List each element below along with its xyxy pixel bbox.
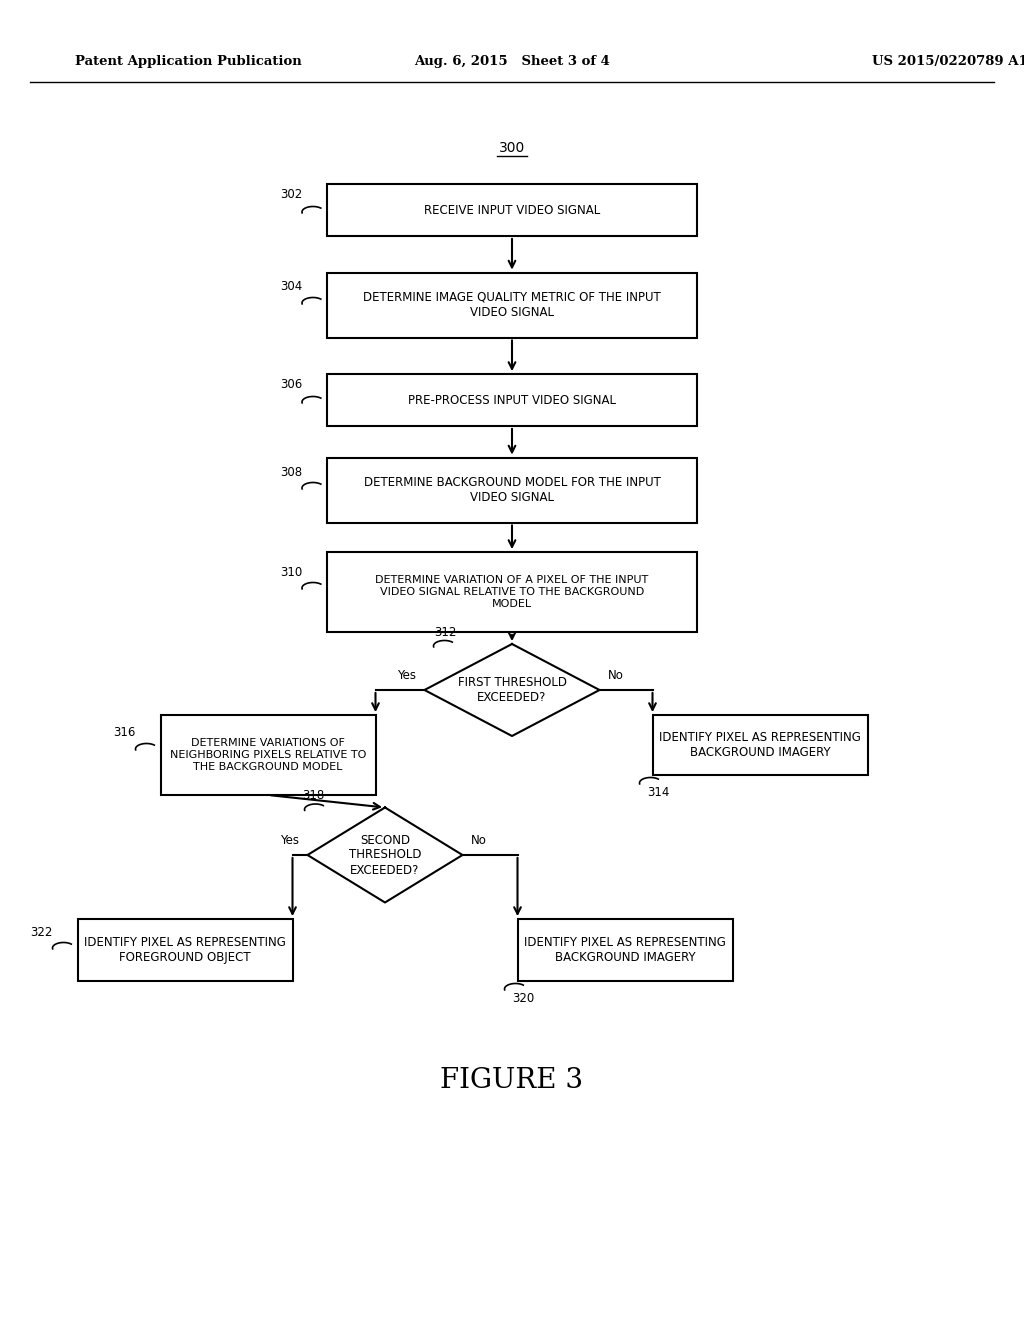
Text: 300: 300: [499, 141, 525, 154]
Bar: [327, 374, 697, 426]
Text: Patent Application Publication: Patent Application Publication: [75, 55, 302, 69]
Bar: [327, 272, 697, 338]
Text: Aug. 6, 2015   Sheet 3 of 4: Aug. 6, 2015 Sheet 3 of 4: [414, 55, 610, 69]
Text: No: No: [607, 669, 624, 682]
Text: 322: 322: [30, 925, 52, 939]
Text: 304: 304: [280, 281, 302, 293]
Bar: [78, 919, 293, 981]
Text: IDENTIFY PIXEL AS REPRESENTING
FOREGROUND OBJECT: IDENTIFY PIXEL AS REPRESENTING FOREGROUN…: [84, 936, 286, 964]
Text: 318: 318: [302, 789, 325, 803]
Text: FIRST THRESHOLD
EXCEEDED?: FIRST THRESHOLD EXCEEDED?: [458, 676, 566, 704]
Text: PRE-PROCESS INPUT VIDEO SIGNAL: PRE-PROCESS INPUT VIDEO SIGNAL: [408, 393, 616, 407]
Bar: [327, 458, 697, 523]
Text: DETERMINE VARIATIONS OF
NEIGHBORING PIXELS RELATIVE TO
THE BACKGROUND MODEL: DETERMINE VARIATIONS OF NEIGHBORING PIXE…: [170, 738, 367, 772]
Text: SECOND
THRESHOLD
EXCEEDED?: SECOND THRESHOLD EXCEEDED?: [349, 833, 421, 876]
Polygon shape: [307, 808, 463, 903]
Text: 306: 306: [280, 379, 302, 392]
Text: 316: 316: [113, 726, 135, 739]
Text: FIGURE 3: FIGURE 3: [440, 1067, 584, 1093]
Text: 308: 308: [280, 466, 302, 479]
Text: 320: 320: [512, 993, 535, 1006]
Text: 302: 302: [280, 189, 302, 202]
Bar: [517, 919, 732, 981]
Text: No: No: [470, 834, 486, 847]
Text: DETERMINE IMAGE QUALITY METRIC OF THE INPUT
VIDEO SIGNAL: DETERMINE IMAGE QUALITY METRIC OF THE IN…: [364, 290, 660, 319]
Text: RECEIVE INPUT VIDEO SIGNAL: RECEIVE INPUT VIDEO SIGNAL: [424, 203, 600, 216]
Text: DETERMINE BACKGROUND MODEL FOR THE INPUT
VIDEO SIGNAL: DETERMINE BACKGROUND MODEL FOR THE INPUT…: [364, 477, 660, 504]
Bar: [652, 715, 867, 775]
Bar: [327, 552, 697, 632]
Text: DETERMINE VARIATION OF A PIXEL OF THE INPUT
VIDEO SIGNAL RELATIVE TO THE BACKGRO: DETERMINE VARIATION OF A PIXEL OF THE IN…: [376, 576, 648, 609]
Text: Yes: Yes: [281, 834, 299, 847]
Text: Yes: Yes: [397, 669, 417, 682]
Polygon shape: [425, 644, 599, 737]
Text: IDENTIFY PIXEL AS REPRESENTING
BACKGROUND IMAGERY: IDENTIFY PIXEL AS REPRESENTING BACKGROUN…: [524, 936, 726, 964]
Text: 310: 310: [280, 565, 302, 578]
Text: IDENTIFY PIXEL AS REPRESENTING
BACKGROUND IMAGERY: IDENTIFY PIXEL AS REPRESENTING BACKGROUN…: [659, 731, 861, 759]
Bar: [327, 183, 697, 236]
Text: 314: 314: [647, 787, 670, 800]
Text: US 2015/0220789 A1: US 2015/0220789 A1: [872, 55, 1024, 69]
Text: 312: 312: [434, 626, 457, 639]
Bar: [161, 715, 376, 795]
